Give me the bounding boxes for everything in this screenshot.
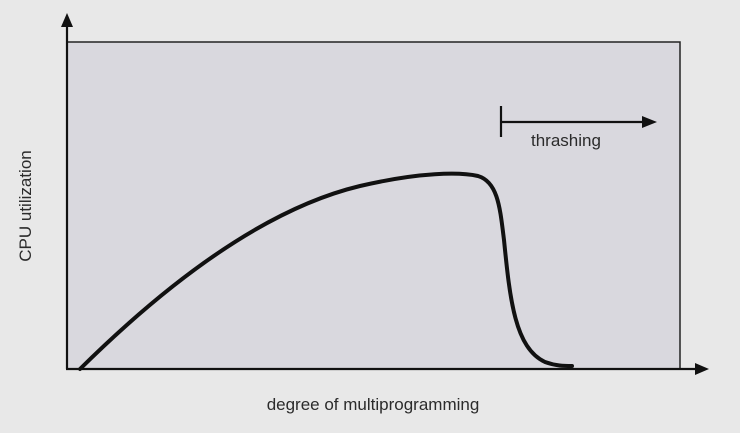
thrashing-label: thrashing — [531, 131, 601, 150]
x-axis-label: degree of multiprogramming — [267, 395, 480, 414]
y-axis-arrowhead — [61, 13, 73, 27]
thrashing-arrowhead — [642, 116, 657, 128]
plot-area — [66, 41, 681, 370]
x-axis-arrowhead — [695, 363, 709, 375]
y-axis-label: CPU utilization — [16, 150, 35, 262]
cpu-utilization-curve — [78, 171, 574, 371]
